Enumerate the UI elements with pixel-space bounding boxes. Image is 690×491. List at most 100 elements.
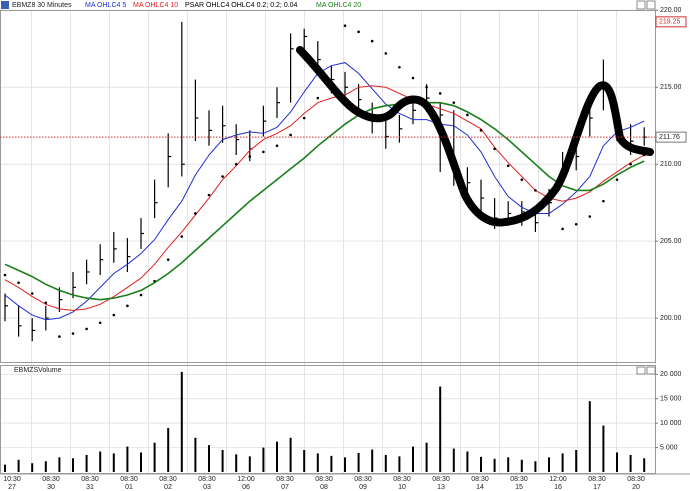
psar-dot bbox=[126, 304, 129, 308]
psar-dot bbox=[58, 335, 61, 338]
volume-bar bbox=[575, 450, 578, 472]
psar-dot bbox=[370, 39, 374, 43]
psar-dot bbox=[438, 92, 442, 95]
panel-close[interactable] bbox=[646, 366, 656, 375]
x-time-label: 08:30 bbox=[81, 476, 99, 483]
x-time-label: 08:30 bbox=[432, 476, 450, 483]
x-time-label: 08:30 bbox=[354, 476, 372, 483]
volume-bar bbox=[140, 452, 142, 472]
volume-bar bbox=[412, 446, 414, 472]
volume-bar bbox=[466, 451, 469, 472]
psar-dot bbox=[98, 321, 102, 325]
psar-dot bbox=[248, 155, 252, 158]
panel-button[interactable] bbox=[636, 0, 646, 10]
x-time-label: 08:30 bbox=[276, 476, 294, 483]
volume-bar bbox=[4, 464, 6, 472]
psar-dot bbox=[574, 222, 578, 226]
psar-dot bbox=[3, 273, 7, 277]
volume-bar bbox=[303, 450, 306, 472]
volume-bar bbox=[208, 445, 210, 472]
x-date-label: 31 bbox=[86, 484, 94, 491]
x-time-label: 08:30 bbox=[627, 476, 645, 483]
volume-bar bbox=[194, 437, 197, 472]
y-tick-label: 220.00 bbox=[660, 7, 682, 14]
psar-dot bbox=[71, 332, 75, 335]
x-time-label: 08:30 bbox=[471, 476, 489, 483]
volume-bar bbox=[248, 456, 251, 472]
plot-area bbox=[3, 21, 648, 472]
x-time-label: 12:00 bbox=[237, 476, 255, 483]
volume-bar bbox=[85, 454, 88, 472]
psar-dot bbox=[534, 189, 537, 192]
x-date-label: 03 bbox=[203, 484, 211, 491]
volume-bar bbox=[44, 461, 47, 472]
psar-dot bbox=[262, 150, 265, 154]
volume-bar bbox=[72, 458, 74, 472]
volume-bar bbox=[58, 457, 61, 472]
x-date-label: 16 bbox=[554, 484, 562, 491]
psar-dot bbox=[302, 116, 306, 120]
volume-bar bbox=[371, 449, 374, 472]
symbol-icon bbox=[1, 1, 9, 9]
x-time-label: 08:30 bbox=[42, 476, 60, 483]
psar-dot bbox=[615, 178, 619, 181]
psar-dot bbox=[44, 301, 48, 305]
psar-dot bbox=[275, 144, 279, 148]
legend-entry: MA OHLC4 20 bbox=[316, 2, 361, 9]
x-date-label: 27 bbox=[8, 484, 16, 491]
volume-bar bbox=[588, 401, 591, 472]
volume-bar bbox=[289, 437, 292, 472]
volume-title: EBMZSVolume bbox=[14, 367, 62, 374]
volume-bar bbox=[507, 457, 510, 472]
x-time-label: 08:30 bbox=[315, 476, 333, 483]
x-time-label: 08:30 bbox=[198, 476, 216, 483]
volume-bar bbox=[330, 455, 333, 472]
y-tick-label: 205.00 bbox=[660, 238, 682, 245]
panel-button[interactable] bbox=[636, 366, 646, 375]
psar-dot bbox=[588, 215, 592, 218]
x-date-label: 01 bbox=[125, 484, 133, 491]
last-price-label: 211.76 bbox=[659, 134, 680, 141]
psar-dot bbox=[221, 175, 224, 178]
last-price-box bbox=[655, 131, 687, 143]
volume-bar bbox=[153, 442, 156, 472]
volume-bar bbox=[31, 463, 34, 472]
volume-bar bbox=[643, 458, 646, 472]
volume-bar bbox=[493, 458, 496, 472]
psar-dot bbox=[384, 52, 388, 55]
volume-bar bbox=[452, 448, 455, 472]
volume-bar bbox=[180, 371, 183, 472]
max-price-box bbox=[655, 16, 687, 28]
y-tick-label: 200.00 bbox=[660, 315, 682, 322]
x-date-label: 20 bbox=[632, 484, 640, 491]
psar-dot bbox=[398, 65, 401, 69]
y-tick-label: 15 000 bbox=[660, 396, 682, 403]
volume-bar bbox=[534, 461, 537, 472]
x-time-label: 12:00 bbox=[549, 476, 567, 483]
psar-dot bbox=[411, 76, 415, 80]
psar-dot bbox=[466, 113, 469, 117]
panel-close[interactable] bbox=[646, 0, 656, 10]
psar-dot bbox=[561, 227, 564, 231]
volume-bar bbox=[384, 454, 387, 472]
psar-dot bbox=[139, 293, 143, 297]
volume-bar bbox=[602, 425, 605, 472]
volume-bar bbox=[112, 453, 115, 472]
volume-bar bbox=[616, 452, 618, 472]
indicator-line bbox=[4, 101, 645, 301]
volume-bar bbox=[398, 456, 401, 472]
x-date-label: 02 bbox=[164, 484, 172, 491]
x-time-label: 08:30 bbox=[120, 476, 138, 483]
x-date-label: 15 bbox=[515, 484, 523, 491]
volume-bar bbox=[17, 459, 20, 472]
y-tick-label: 210.00 bbox=[660, 161, 682, 168]
volume-bar bbox=[167, 428, 170, 472]
x-date-label: 09 bbox=[359, 484, 367, 491]
x-date-label: 10 bbox=[398, 484, 406, 491]
psar-dot bbox=[316, 96, 320, 100]
hand-drawn-annotation bbox=[296, 46, 654, 227]
x-date-label: 14 bbox=[476, 484, 484, 491]
psar-dot bbox=[479, 129, 483, 132]
psar-dot bbox=[425, 85, 428, 89]
volume-bar bbox=[439, 386, 442, 472]
